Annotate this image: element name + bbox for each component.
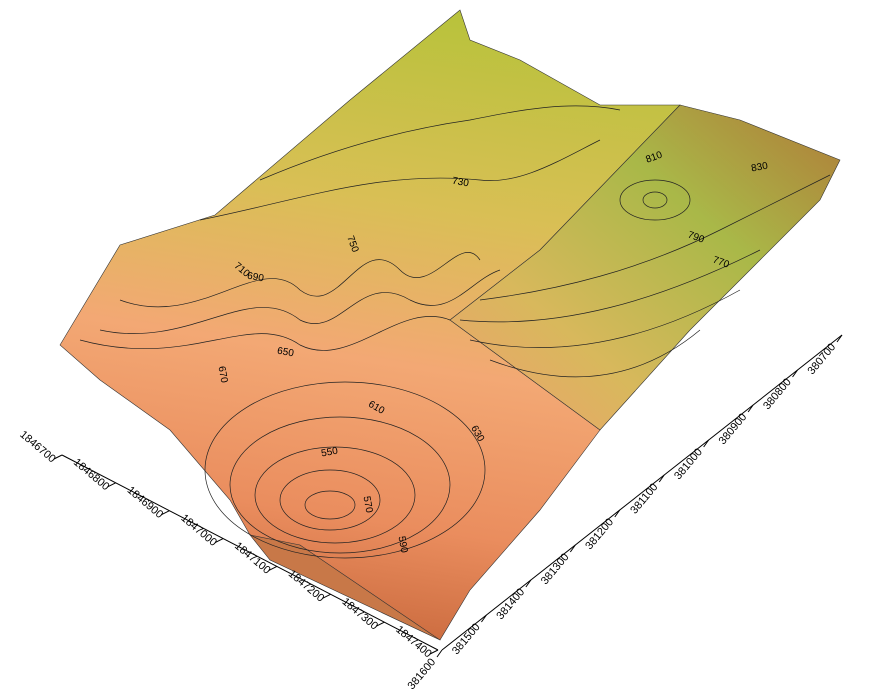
y-tick-label: 381400 — [494, 586, 527, 622]
surface-right — [449, 104, 841, 431]
y-tick-label: 380900 — [717, 411, 750, 447]
contour-label: 670 — [216, 365, 230, 384]
y-tick-label: 381500 — [450, 621, 483, 657]
y-tick — [525, 579, 532, 588]
contour-label: 550 — [320, 446, 339, 460]
contour-lines — [79, 105, 831, 559]
x-tick-label: 1846800 — [71, 456, 112, 493]
x-tick — [214, 538, 224, 544]
y-axis — [441, 334, 843, 651]
contour-label: 690 — [246, 271, 265, 285]
y-tick-label: 380800 — [761, 376, 794, 412]
contour-label: 830 — [750, 161, 769, 175]
x-tick — [376, 621, 385, 627]
x-tick — [268, 565, 278, 571]
contour-label: 590 — [396, 535, 410, 554]
y-tick-label: 381300 — [539, 551, 572, 587]
x-tick — [53, 454, 63, 460]
y-tick — [436, 649, 443, 658]
y-tick — [481, 614, 487, 623]
y-tick — [836, 334, 843, 343]
y-tick-label: 381000 — [672, 446, 705, 482]
x-tick — [107, 482, 116, 488]
y-tick — [747, 404, 754, 413]
x-tick-label: 1847000 — [178, 512, 219, 549]
surface — [59, 9, 841, 641]
y-tick-label: 381100 — [628, 481, 660, 516]
y-tick-label: 380700 — [806, 341, 839, 377]
y-tick — [614, 509, 621, 518]
y-tick — [792, 369, 798, 378]
y-tick — [569, 544, 576, 553]
y-tick-label: 381600 — [406, 656, 439, 689]
x-axis — [61, 454, 439, 651]
y-tick — [703, 439, 710, 448]
contour-label: 730 — [451, 176, 470, 190]
x-tick-label: 1846900 — [125, 484, 166, 521]
x-tick-label: 1846700 — [17, 429, 58, 466]
contour-label: 570 — [361, 495, 375, 514]
x-tick — [161, 510, 170, 516]
x-tick — [322, 593, 331, 599]
y-tick — [658, 474, 665, 483]
y-tick-label: 381200 — [583, 516, 616, 552]
x-tick — [429, 649, 439, 655]
contour-label: 650 — [276, 346, 295, 360]
